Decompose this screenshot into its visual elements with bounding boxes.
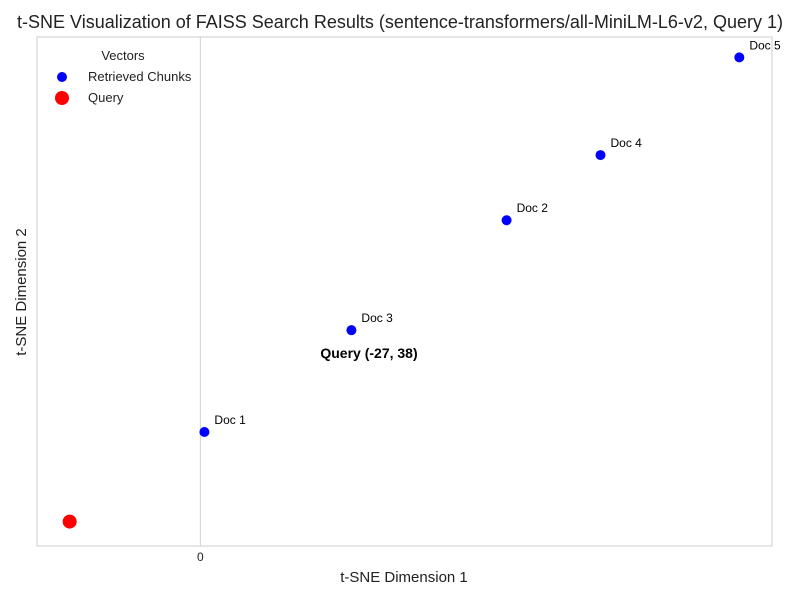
plot-area — [36, 36, 773, 547]
plot-frame — [36, 36, 773, 547]
point-label-4: Doc 4 — [611, 136, 643, 150]
legend-title: Vectors — [101, 48, 145, 63]
chart-title: t-SNE Visualization of FAISS Search Resu… — [17, 12, 783, 32]
legend-label-query: Query — [88, 90, 124, 105]
data-points: Doc 1 Doc 2 Doc 3 Doc 4 Doc 5 — [62, 38, 781, 529]
x-tick-label-0: 0 — [197, 550, 204, 564]
point-label-5: Doc 5 — [749, 38, 781, 52]
query-point-1 — [62, 514, 77, 529]
legend-marker-retrieved — [57, 72, 67, 82]
legend-label-retrieved: Retrieved Chunks — [88, 69, 192, 84]
point-label-1: Doc 1 — [214, 413, 246, 427]
legend-marker-query — [55, 91, 69, 105]
y-axis-label: t-SNE Dimension 2 — [13, 228, 30, 356]
retrieved-point-4 — [595, 150, 606, 161]
retrieved-point-3 — [346, 325, 357, 336]
query-annotation: Query (-27, 38) — [320, 345, 417, 361]
point-label-2: Doc 2 — [517, 201, 549, 215]
retrieved-point-2 — [501, 215, 512, 226]
x-axis-label: t-SNE Dimension 1 — [340, 569, 468, 586]
retrieved-point-1 — [199, 426, 210, 437]
point-label-3: Doc 3 — [361, 311, 393, 325]
retrieved-point-5 — [734, 52, 745, 63]
x-axis-ticks: 0 — [197, 550, 204, 564]
legend: Vectors Retrieved Chunks Query — [55, 48, 192, 105]
